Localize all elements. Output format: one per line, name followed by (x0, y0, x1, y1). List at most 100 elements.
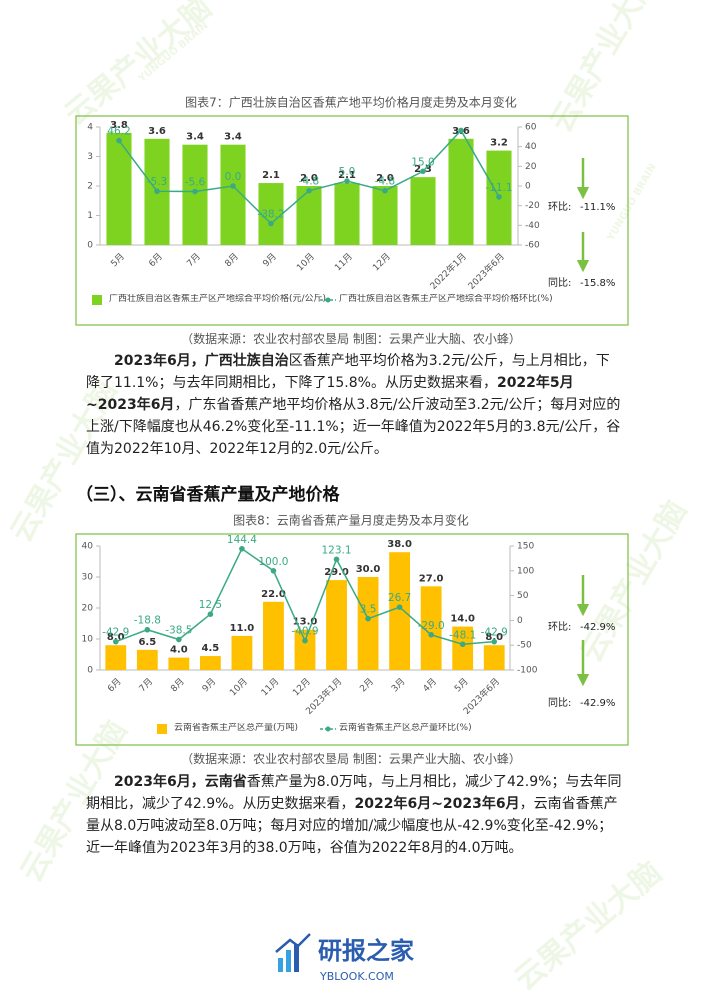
bar-label: 4.5 (202, 643, 220, 654)
line-point (270, 568, 277, 574)
line-label: -48.1 (449, 629, 476, 641)
bar-label: 2.0 (376, 173, 394, 184)
bar (263, 601, 284, 670)
bar (199, 656, 221, 670)
legend-label: 云南省香蕉主产区总产量(万吨) (174, 723, 299, 733)
bar (182, 144, 208, 245)
legend-label: 云南省香蕉主产区总产量环比(%) (339, 723, 472, 733)
x-tick-label: 8月 (223, 251, 241, 269)
bar-label: 6.5 (138, 637, 156, 648)
x-tick-label: 5月 (109, 251, 127, 269)
watermark: 云果产业大脑 (574, 495, 694, 668)
line-label: -4.8 (299, 176, 320, 188)
line-point (458, 127, 464, 134)
bar-label: 3.6 (148, 126, 166, 137)
x-tick-label: 9月 (200, 676, 218, 694)
bar-label: 11.0 (230, 623, 255, 634)
x-tick-label: 3月 (389, 676, 407, 694)
y-tick-label: 20 (82, 604, 94, 614)
text-run: 2023年6月，广西壮族自治 (114, 353, 289, 369)
line-label: 100.0 (258, 556, 288, 568)
bar-label: 2.1 (262, 170, 280, 181)
text-run: ，云南省香蕉产量从8.0万吨波动至8.0万吨；每月对应的增加/减少幅度也从-42… (86, 796, 618, 856)
x-tick-label: 10月 (295, 251, 317, 273)
legend-swatch (157, 724, 167, 734)
line-point (207, 611, 214, 617)
bar (420, 586, 442, 670)
line-label: -40.9 (291, 626, 318, 638)
line-point (459, 641, 466, 648)
bar-label: 8.0 (107, 632, 125, 643)
line-label: -29.0 (418, 620, 445, 632)
legend-box: 云南省香蕉主产区总产量(万吨) (174, 723, 299, 733)
note-value: -42.9% (580, 698, 615, 709)
chart-frame (75, 533, 629, 746)
bar (448, 138, 474, 245)
bar (106, 132, 132, 245)
y2-tick-label: 60 (525, 123, 537, 133)
watermark: 云果产业大脑 (58, 0, 218, 133)
bar (168, 657, 190, 670)
y2-tick-label: 50 (517, 591, 529, 601)
bar-label: 29.0 (324, 567, 349, 578)
bar-label: 22.0 (261, 589, 286, 600)
y2-tick-label: 100 (517, 566, 534, 576)
line-label: 12.5 (199, 599, 222, 611)
line-point (396, 604, 403, 610)
line-point (112, 638, 119, 645)
line-label: 0.0 (225, 171, 242, 183)
line-point (428, 631, 434, 638)
line-point (365, 615, 371, 622)
line-point (382, 187, 388, 194)
x-tick-label: 6月 (147, 251, 165, 269)
text-run: 2023年6月，云南省 (114, 774, 247, 790)
bar (136, 649, 158, 670)
y-tick-label: 0 (87, 241, 93, 251)
bar-label: 30.0 (356, 564, 381, 575)
line-point (176, 636, 182, 643)
text-run: 区香蕉产地平均价格为3.2元/公斤，与上月相比，下降了11.1%；与去年同期相比… (86, 353, 610, 391)
bar (296, 186, 322, 245)
footer-logo-icon (275, 933, 311, 972)
text-run: 2022年6月~2023年6月 (354, 796, 520, 812)
chart-source: （数据来源：农业农村部农垦局 制图：云果产业大脑、农小蜂） (181, 332, 521, 346)
line-point (306, 187, 312, 194)
paragraph: 2023年6月，广西壮族自治区香蕉产地平均价格为3.2元/公斤，与上月相比，下降… (86, 350, 622, 460)
line-label: -5.6 (185, 177, 206, 189)
chart-title: 图表7：广西壮族自治区香蕉产地平均价格月度走势及本月变化 (185, 95, 517, 110)
x-tick-label: 12月 (371, 251, 393, 273)
line-label: 46.2 (107, 126, 130, 138)
line-point (302, 637, 308, 644)
y2-tick-label: 0 (517, 616, 523, 626)
y-tick-label: 40 (82, 542, 94, 552)
note-label: 同比: (548, 697, 571, 709)
y2-tick-label: 0 (525, 182, 531, 192)
legend-box: 广西壮族自治区香蕉主产区产地综合平均价格环比(%) (339, 294, 553, 304)
x-tick-label: 7月 (137, 676, 155, 694)
watermark: 云果产业大脑 (508, 855, 668, 991)
line-point (116, 137, 122, 144)
y-tick-label: 0 (87, 666, 93, 676)
line-point (154, 188, 160, 195)
bar (294, 629, 316, 670)
x-tick-label: 2023年6月 (465, 250, 506, 291)
line-point (420, 168, 426, 175)
note-label: 环比: (548, 621, 571, 633)
line-point (144, 626, 151, 633)
line-label: 3.5 (360, 604, 377, 616)
legend-dot (325, 726, 331, 732)
bar-label: 3.2 (490, 138, 508, 149)
line-label: 5.0 (339, 166, 356, 178)
bar (258, 183, 284, 245)
line-label: 144.4 (227, 534, 257, 546)
x-tick-label: 5月 (452, 676, 470, 694)
y2-tick-label: 20 (525, 162, 537, 172)
bar (326, 580, 347, 670)
x-tick-label: 10月 (228, 676, 250, 698)
bar (410, 177, 436, 245)
y2-tick-label: -100 (517, 666, 538, 676)
line-point (344, 178, 350, 184)
bar (372, 186, 398, 245)
legend-label: 广西壮族自治区香蕉主产区产地综合平均价格(元/公斤) (109, 294, 327, 304)
